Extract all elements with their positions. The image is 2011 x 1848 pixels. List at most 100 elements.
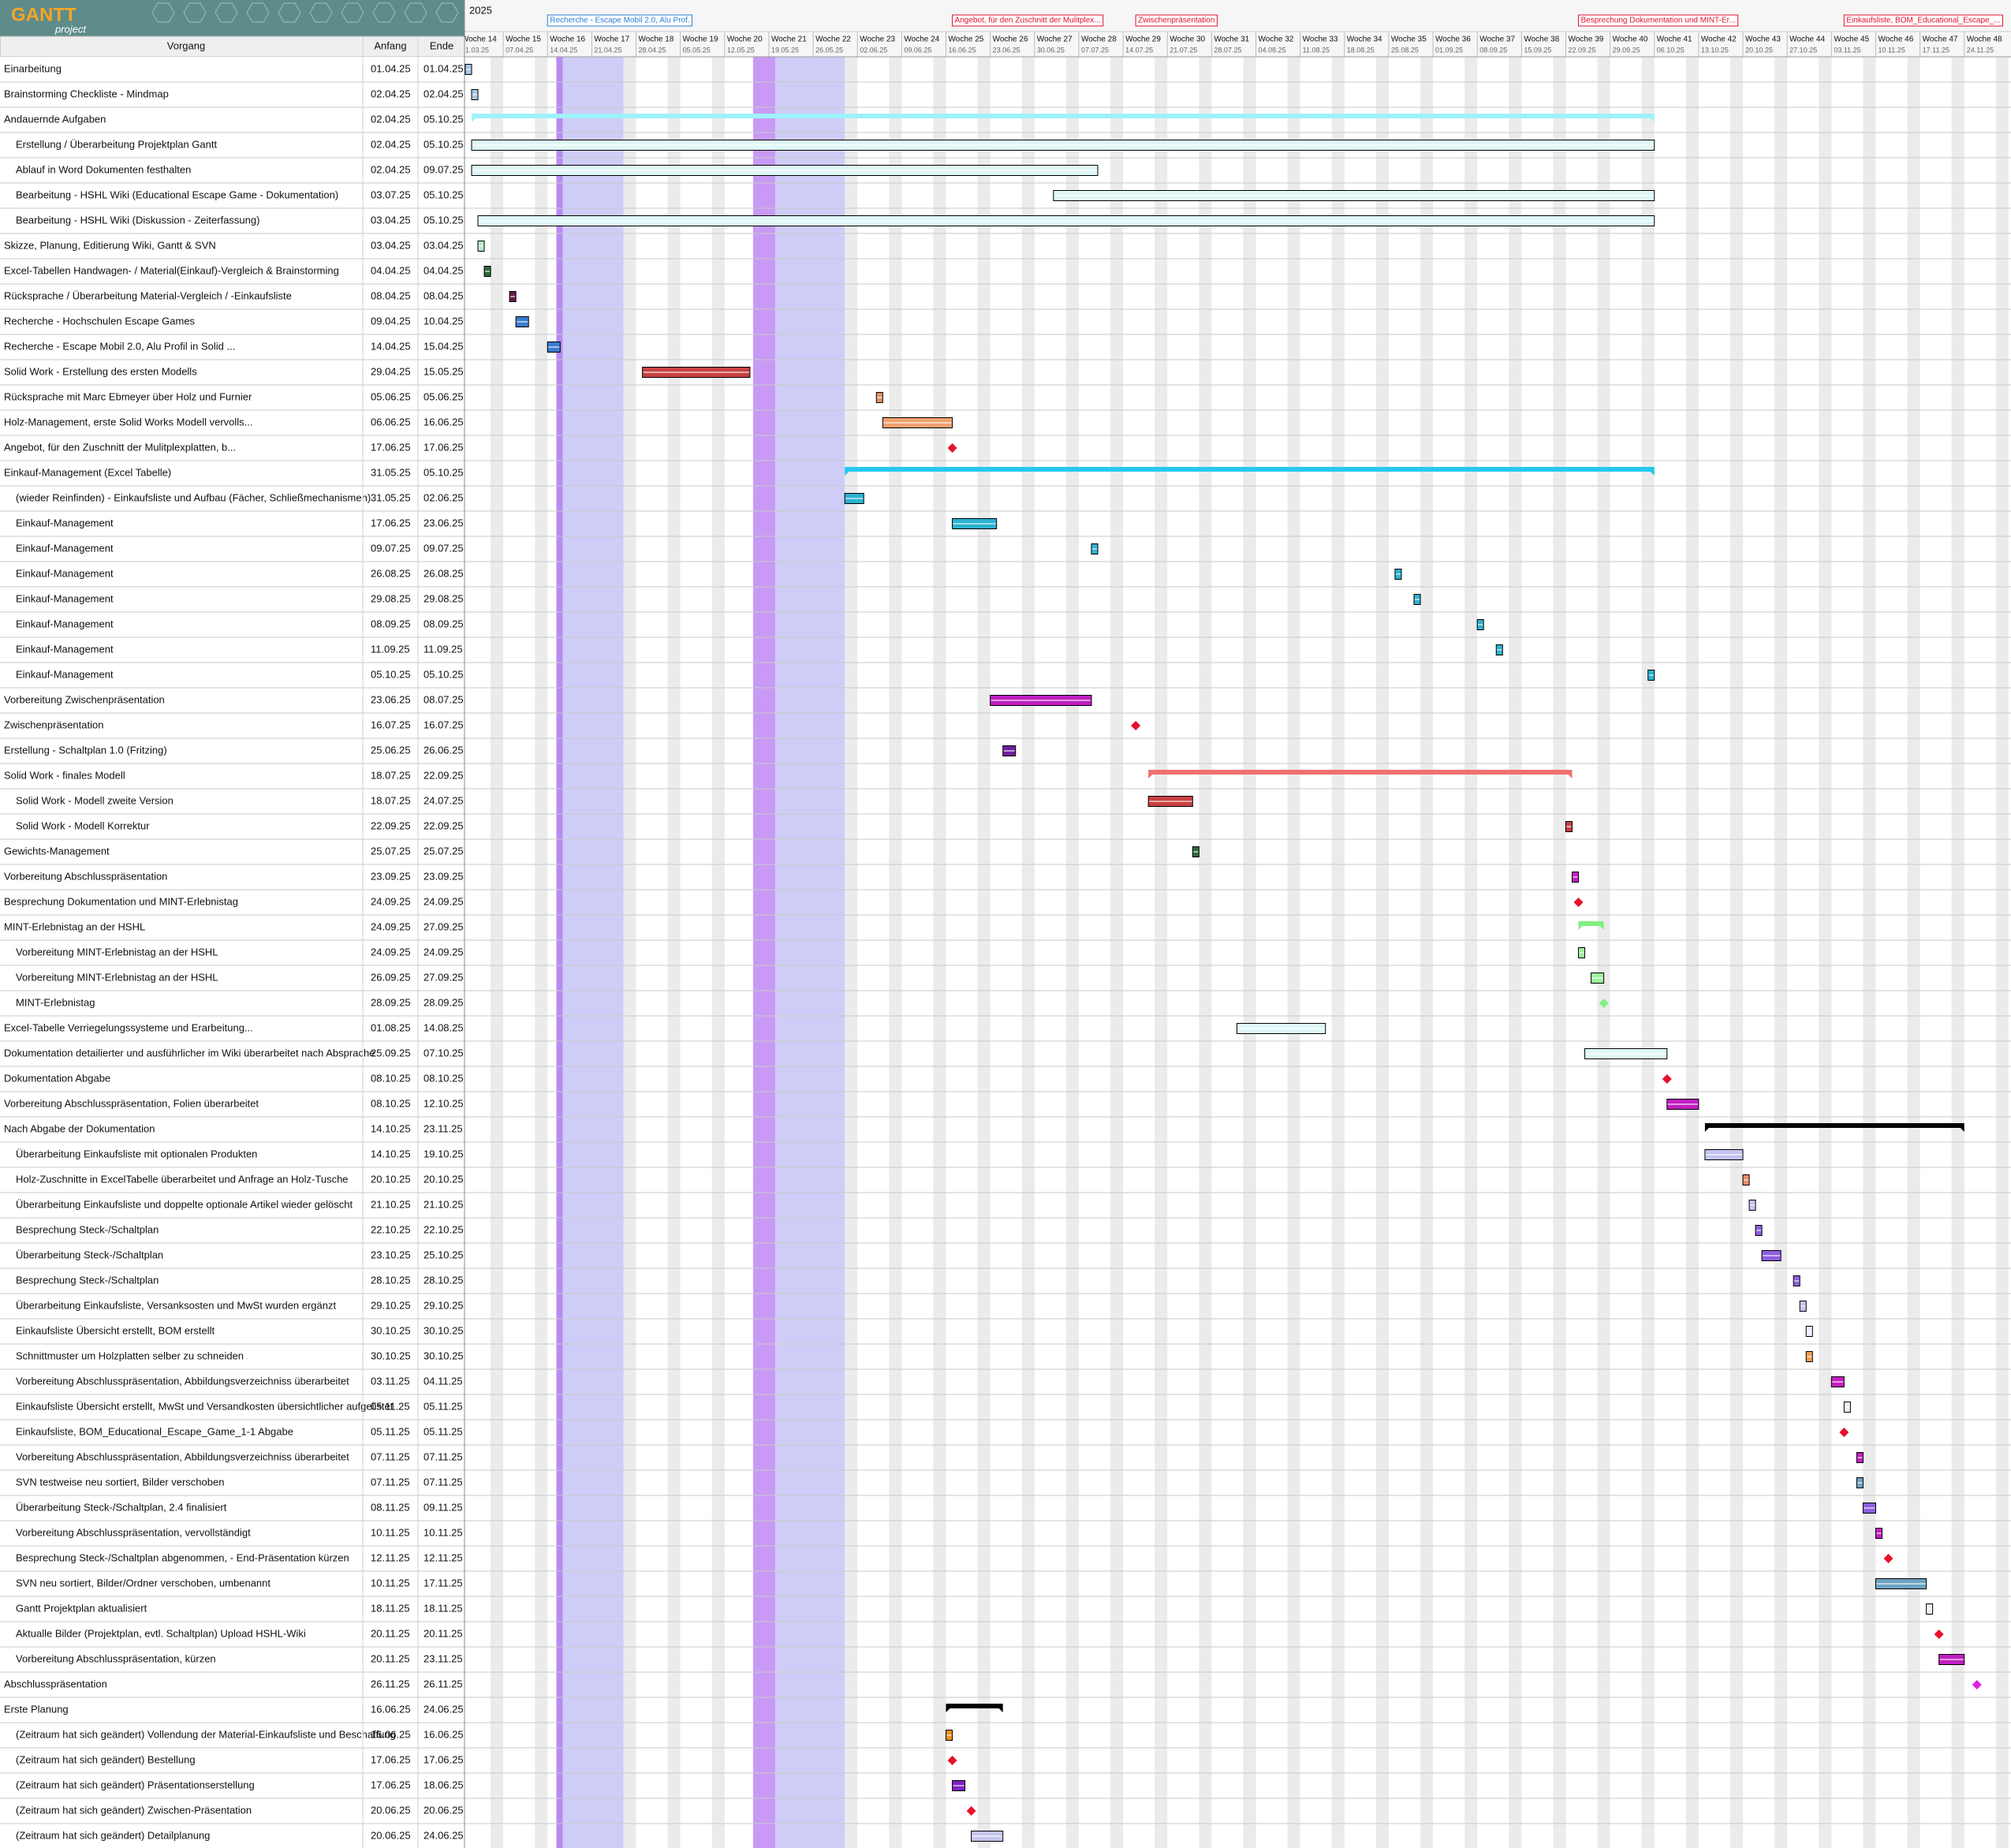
task-name[interactable]: Besprechung Steck-/Schaltplan <box>16 1274 159 1286</box>
summary-bar[interactable] <box>472 114 1655 118</box>
milestone[interactable] <box>947 443 957 453</box>
task-name[interactable]: Einkauf-Management <box>16 517 114 528</box>
task-name[interactable]: (Zeitraum hat sich geändert) Vollendung … <box>16 1728 396 1740</box>
milestone[interactable] <box>1972 1680 1982 1689</box>
milestone[interactable] <box>1131 721 1141 730</box>
task-name[interactable]: Aktualle Bilder (Projektplan, evtl. Scha… <box>16 1627 306 1639</box>
task-name[interactable]: Skizze, Planung, Editierung Wiki, Gantt … <box>4 239 216 251</box>
milestone[interactable] <box>947 1756 957 1765</box>
column-header-end[interactable]: Ende <box>430 39 453 51</box>
task-name[interactable]: SVN neu sortiert, Bilder/Ordner verschob… <box>16 1577 270 1589</box>
task-name[interactable]: Dokumentation Abgabe <box>4 1072 110 1084</box>
task-name[interactable]: Einkauf-Management <box>16 668 114 680</box>
milestone[interactable] <box>1573 898 1584 907</box>
task-start: 18.11.25 <box>371 1602 410 1614</box>
task-name[interactable]: Einkaufsliste Übersicht erstellt, BOM er… <box>16 1324 215 1336</box>
task-name[interactable]: Holz-Management, erste Solid Works Model… <box>4 416 253 427</box>
task-name[interactable]: (Zeitraum hat sich geändert) Präsentatio… <box>16 1779 255 1790</box>
task-name[interactable]: Ablauf in Word Dokumenten festhalten <box>16 163 191 175</box>
task-name[interactable]: Erste Planung <box>4 1703 69 1715</box>
task-name[interactable]: Solid Work - finales Modell <box>4 769 125 781</box>
task-name[interactable]: Bearbeitung - HSHL Wiki (Educational Esc… <box>16 189 338 200</box>
task-name[interactable]: Recherche - Escape Mobil 2.0, Alu Profil… <box>4 340 235 352</box>
task-name[interactable]: Einarbeitung <box>4 62 62 74</box>
task-end: 24.09.25 <box>423 946 464 958</box>
task-name[interactable]: Abschlusspräsentation <box>4 1678 107 1689</box>
task-name[interactable]: Einkauf-Management <box>16 618 114 629</box>
task-name[interactable]: Einkaufsliste, BOM_Educational_Escape_Ga… <box>16 1425 293 1437</box>
task-name[interactable]: Zwischenpräsentation <box>4 719 103 730</box>
task-name[interactable]: Vorbereitung Zwischenpräsentation <box>4 693 165 705</box>
task-end: 18.06.25 <box>423 1779 464 1790</box>
task-name[interactable]: Andauernde Aufgaben <box>4 113 106 125</box>
task-name[interactable]: Rücksprache mit Marc Ebmeyer über Holz u… <box>4 390 252 402</box>
task-name[interactable]: Einkauf-Management <box>16 567 114 579</box>
milestone[interactable] <box>1662 1074 1672 1084</box>
task-name[interactable]: Vorbereitung Abschlusspräsentation, verv… <box>16 1526 251 1538</box>
task-start: 24.09.25 <box>371 895 411 907</box>
task-name[interactable]: Einkaufsliste Übersicht erstellt, MwSt u… <box>16 1400 394 1412</box>
task-name[interactable]: Rücksprache / Überarbeitung Material-Ver… <box>4 289 292 301</box>
task-start: 25.09.25 <box>371 1047 411 1058</box>
task-name[interactable]: Gantt Projektplan aktualisiert <box>16 1602 147 1614</box>
task-name[interactable]: Besprechung Dokumentation und MINT-Erleb… <box>4 895 238 907</box>
task-name[interactable]: Vorbereitung Abschlusspräsentation, Abbi… <box>16 1450 349 1462</box>
task-name[interactable]: Überarbeitung Einkaufsliste und doppelte… <box>16 1198 353 1210</box>
task-name[interactable]: MINT-Erlebnistag <box>16 996 95 1008</box>
task-name[interactable]: Nach Abgabe der Dokumentation <box>4 1122 155 1134</box>
summary-bar[interactable] <box>1578 921 1604 926</box>
task-name[interactable]: Einkauf-Management <box>16 542 114 554</box>
column-header-name[interactable]: Vorgang <box>167 39 205 51</box>
task-name[interactable]: Excel-Tabelle Verriegelungssysteme und E… <box>4 1021 253 1033</box>
task-name[interactable]: Vorbereitung MINT-Erlebnistag an der HSH… <box>16 946 218 958</box>
task-name[interactable]: Solid Work - Erstellung des ersten Model… <box>4 365 197 377</box>
task-name[interactable]: Brainstorming Checkliste - Mindmap <box>4 88 169 99</box>
task-name[interactable]: Erstellung - Schaltplan 1.0 (Fritzing) <box>4 744 167 756</box>
milestone[interactable] <box>1883 1554 1893 1563</box>
task-name[interactable]: Vorbereitung Abschlusspräsentation, Foli… <box>4 1097 259 1109</box>
milestone[interactable] <box>1934 1630 1944 1639</box>
task-name[interactable]: Erstellung / Überarbeitung Projektplan G… <box>16 138 217 150</box>
task-name[interactable]: (wieder Reinfinden) - Einkaufsliste und … <box>16 491 371 503</box>
task-name[interactable]: Einkauf-Management <box>16 592 114 604</box>
summary-bar[interactable] <box>1148 770 1573 775</box>
task-name[interactable]: MINT-Erlebnistag an der HSHL <box>4 920 145 932</box>
task-name[interactable]: Vorbereitung Abschlusspräsentation <box>4 870 167 882</box>
task-name[interactable]: Solid Work - Modell zweite Version <box>16 794 173 806</box>
summary-bar[interactable] <box>946 1704 1003 1708</box>
milestone[interactable] <box>1599 999 1609 1008</box>
task-name[interactable]: (Zeitraum hat sich geändert) Zwischen-Pr… <box>16 1804 252 1816</box>
task-name[interactable]: (Zeitraum hat sich geändert) Bestellung <box>16 1753 196 1765</box>
task-name[interactable]: Solid Work - Modell Korrektur <box>16 819 150 831</box>
task-name[interactable]: Excel-Tabellen Handwagen- / Material(Ein… <box>4 264 339 276</box>
task-name[interactable]: Bearbeitung - HSHL Wiki (Diskussion - Ze… <box>16 214 259 226</box>
task-name[interactable]: Gewichts-Management <box>4 845 110 857</box>
task-start: 06.06.25 <box>371 416 411 427</box>
summary-bar[interactable] <box>845 467 1655 472</box>
column-header-start[interactable]: Anfang <box>374 39 406 51</box>
task-name[interactable]: (Zeitraum hat sich geändert) Detailplanu… <box>16 1829 210 1841</box>
task-name[interactable]: Überarbeitung Steck-/Schaltplan, 2.4 fin… <box>16 1501 227 1513</box>
task-name[interactable]: Holz-Zuschnitte in ExcelTabelle überarbe… <box>16 1173 349 1185</box>
task-name[interactable]: Besprechung Steck-/Schaltplan abgenommen… <box>16 1551 349 1563</box>
task-name[interactable]: Vorbereitung MINT-Erlebnistag an der HSH… <box>16 971 218 983</box>
task-name[interactable]: Schnittmuster um Holzplatten selber zu s… <box>16 1350 244 1361</box>
milestone[interactable] <box>966 1806 976 1816</box>
task-name[interactable]: Einkauf-Management <box>16 643 114 655</box>
task-name[interactable]: Überarbeitung Einkaufsliste mit optional… <box>16 1148 257 1159</box>
task-name[interactable]: SVN testweise neu sortiert, Bilder versc… <box>16 1476 224 1488</box>
task-name[interactable]: Überarbeitung Einkaufsliste, Versanksost… <box>16 1299 336 1311</box>
week-label: Woche 47 <box>1923 35 1958 44</box>
task-name[interactable]: Dokumentation detailierter und ausführli… <box>4 1047 375 1058</box>
task-name[interactable]: Angebot, für den Zuschnitt der Mulitplex… <box>4 441 236 453</box>
task-name[interactable]: Vorbereitung Abschlusspräsentation, kürz… <box>16 1652 216 1664</box>
task-name[interactable]: Überarbeitung Steck-/Schaltplan <box>16 1249 163 1260</box>
weekend-stripe <box>895 57 902 1848</box>
task-name[interactable]: Vorbereitung Abschlusspräsentation, Abbi… <box>16 1375 349 1387</box>
summary-bar[interactable] <box>1704 1123 1964 1128</box>
milestone[interactable] <box>1839 1428 1849 1437</box>
task-name[interactable]: Einkauf-Management (Excel Tabelle) <box>4 466 171 478</box>
task-name[interactable]: Recherche - Hochschulen Escape Games <box>4 315 196 327</box>
task-name[interactable]: Besprechung Steck-/Schaltplan <box>16 1223 159 1235</box>
task-end: 14.08.25 <box>423 1021 464 1033</box>
